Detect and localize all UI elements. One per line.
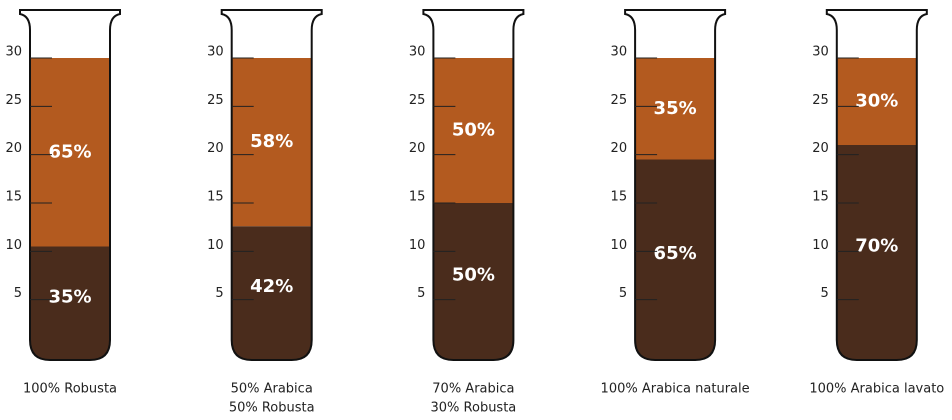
segment [635, 58, 716, 160]
y-tick-label: 20 [812, 141, 829, 156]
y-tick-label: 5 [821, 286, 829, 301]
tube-base [433, 348, 514, 360]
y-tick-label: 25 [611, 93, 628, 108]
y-tick-label: 15 [409, 190, 426, 205]
value-label: 65% [654, 243, 697, 264]
y-tick-label: 10 [5, 238, 22, 253]
y-tick-label: 25 [5, 93, 22, 108]
segment [433, 203, 514, 348]
y-tick-label: 25 [409, 93, 426, 108]
y-tick-label: 15 [611, 190, 628, 205]
tube-outline [624, 9, 727, 361]
segment [231, 58, 312, 227]
tube-fill [30, 58, 110, 360]
y-tick-label: 20 [5, 141, 22, 156]
y-tick-label: 5 [215, 286, 223, 301]
y-tick-label: 10 [611, 238, 628, 253]
tube-base [836, 348, 917, 360]
segment [231, 226, 312, 348]
tube-base [231, 348, 312, 360]
y-tick-label: 20 [409, 141, 426, 156]
value-label: 50% [452, 265, 495, 286]
y-tick-label: 30 [207, 45, 224, 60]
tube-fill [836, 58, 917, 360]
y-tick-label: 30 [409, 45, 426, 60]
tube-base [30, 348, 110, 360]
tube-outline [220, 9, 323, 361]
y-tick-label: 15 [207, 190, 224, 205]
y-tick-label: 30 [812, 45, 829, 60]
value-label: 58% [250, 131, 293, 152]
category-label: 100% Arabica lavato [809, 382, 944, 397]
category-label: 50% Arabica [231, 382, 313, 397]
segment [30, 246, 110, 348]
y-tick-label: 5 [14, 286, 22, 301]
tube-outline [19, 9, 121, 361]
y-tick-label: 10 [409, 238, 426, 253]
tube-outline [825, 9, 928, 361]
y-tick-label: 30 [5, 45, 22, 60]
y-tick-label: 20 [207, 141, 224, 156]
y-tick-label: 25 [207, 93, 224, 108]
y-tick-label: 30 [611, 45, 628, 60]
segment [836, 145, 917, 348]
tube-outline [422, 9, 525, 361]
value-label: 70% [855, 236, 898, 257]
category-label: 70% Arabica [432, 382, 514, 397]
y-tick-label: 5 [417, 286, 425, 301]
tube-base [635, 348, 716, 360]
value-label: 30% [855, 91, 898, 112]
category-label: 100% Robusta [23, 382, 117, 397]
y-tick-label: 15 [5, 190, 22, 205]
category-label: 100% Arabica naturale [601, 382, 750, 397]
value-label: 42% [250, 276, 293, 297]
y-tick-label: 10 [207, 238, 224, 253]
tube-fill [635, 58, 716, 360]
y-tick-label: 10 [812, 238, 829, 253]
value-label: 35% [654, 98, 697, 119]
tube-fill [433, 58, 514, 360]
value-label: 50% [452, 120, 495, 141]
value-label: 35% [48, 286, 91, 307]
category-label: 30% Robusta [431, 401, 517, 416]
value-label: 65% [48, 141, 91, 162]
y-tick-label: 25 [812, 93, 829, 108]
y-tick-label: 20 [611, 141, 628, 156]
segment [836, 58, 917, 145]
segment [30, 58, 110, 247]
category-label: 50% Robusta [229, 401, 315, 416]
segment [635, 159, 716, 348]
segment [433, 58, 514, 203]
tube-fill [231, 58, 312, 360]
y-tick-label: 5 [619, 286, 627, 301]
y-tick-label: 15 [812, 190, 829, 205]
